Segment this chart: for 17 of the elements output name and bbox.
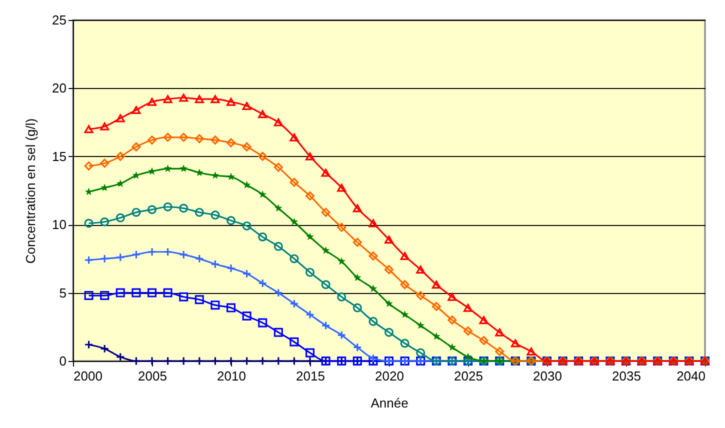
y-tick-label: 15 bbox=[52, 148, 66, 164]
y-tick-label: 0 bbox=[59, 354, 66, 368]
x-tick-label: 2000 bbox=[74, 368, 102, 384]
x-tick-label: 2005 bbox=[138, 368, 167, 384]
x-tick-label: 2040 bbox=[676, 368, 706, 384]
y-tick-label: 25 bbox=[52, 12, 66, 28]
x-tick-label: 2010 bbox=[217, 368, 246, 384]
x-tick-label: 2015 bbox=[296, 368, 325, 384]
x-axis-title: Année bbox=[370, 396, 408, 410]
y-axis-title: Concentration en sel (g/l) bbox=[23, 118, 38, 264]
x-tick-label: 2030 bbox=[533, 368, 562, 384]
y-tick-label: 5 bbox=[59, 285, 66, 300]
x-tick-label: 2035 bbox=[612, 368, 641, 384]
y-tick-label: 10 bbox=[52, 217, 66, 232]
y-tick-label: 20 bbox=[52, 80, 66, 96]
x-tick-label: 2025 bbox=[454, 368, 483, 384]
x-tick-label: 2020 bbox=[375, 368, 404, 384]
